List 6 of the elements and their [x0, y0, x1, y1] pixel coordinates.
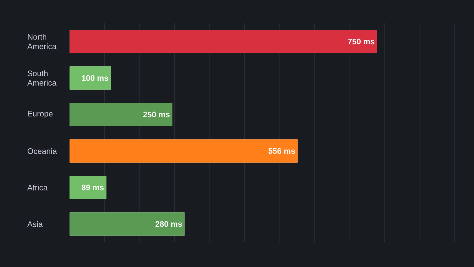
bar — [70, 176, 107, 200]
bar — [70, 140, 298, 163]
bar — [70, 30, 378, 54]
bar — [70, 212, 185, 236]
bar — [70, 66, 112, 90]
bar — [70, 103, 173, 126]
